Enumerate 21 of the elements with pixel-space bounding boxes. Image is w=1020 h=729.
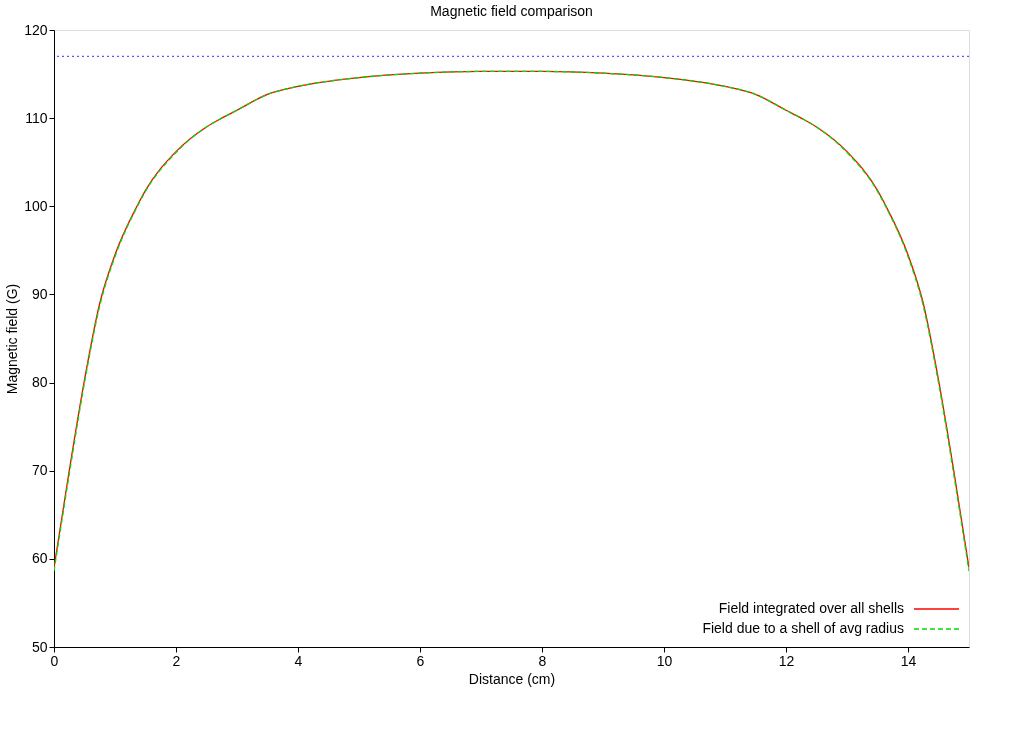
chart-title: Magnetic field comparison xyxy=(430,3,593,19)
y-tick-label: 70 xyxy=(31,462,48,479)
legend-label: Field due to a shell of avg radius xyxy=(702,620,904,636)
x-tick-label: 6 xyxy=(416,652,425,669)
x-axis-title: Distance (cm) xyxy=(468,670,556,687)
y-tick-label: 90 xyxy=(31,285,48,302)
legend-label: Field integrated over all shells xyxy=(718,600,904,616)
x-tick-label: 10 xyxy=(656,652,673,669)
x-tick-label: 8 xyxy=(538,652,547,669)
y-tick-label: 100 xyxy=(24,197,48,214)
x-tick-label: 12 xyxy=(778,652,795,669)
y-tick-label: 110 xyxy=(25,109,48,126)
x-tick-label: 14 xyxy=(900,652,917,669)
y-tick-label: 120 xyxy=(24,21,48,38)
x-tick-label: 0 xyxy=(50,652,59,669)
y-axis-title: Magnetic field (G) xyxy=(4,283,21,395)
y-tick-label: 80 xyxy=(31,374,48,391)
y-tick-label: 50 xyxy=(31,638,48,655)
x-tick-label: 2 xyxy=(172,652,181,669)
y-tick-label: 60 xyxy=(31,550,48,567)
x-tick-label: 4 xyxy=(294,652,303,669)
